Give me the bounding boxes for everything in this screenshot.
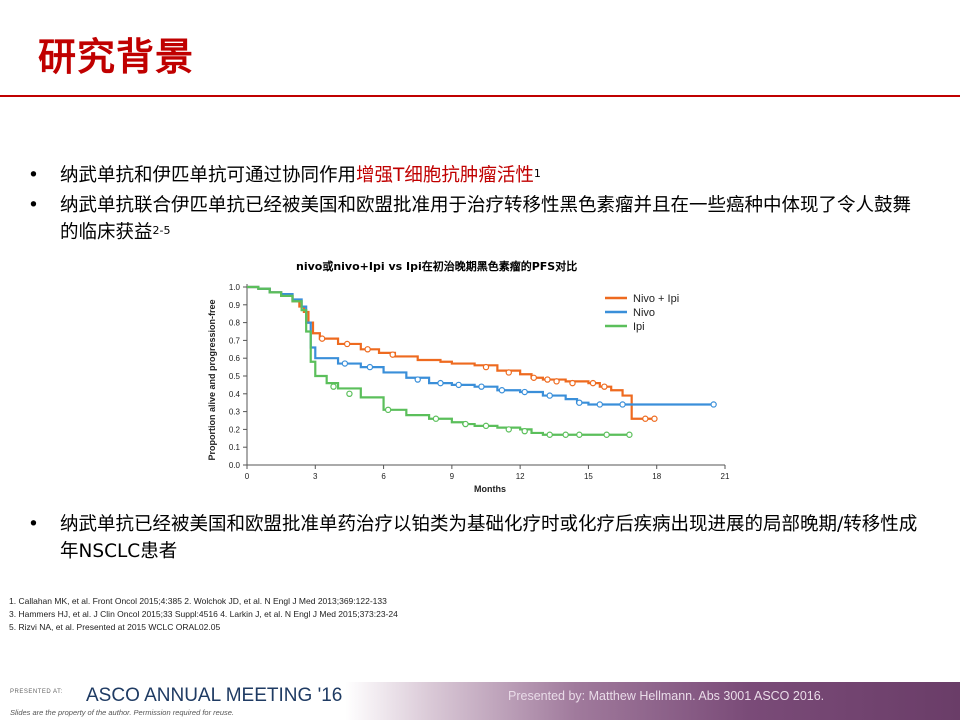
censor-mark	[619, 401, 626, 408]
chart-title: nivo或nivo+Ipi vs Ipi在初治晚期黑色素瘤的PFS对比	[296, 260, 578, 273]
censor-mark	[505, 369, 512, 376]
y-tick-label: 0.0	[229, 461, 241, 470]
censor-mark	[521, 388, 528, 396]
footer-banner: PRESENTED AT: ASCO ANNUAL MEETING '16 Sl…	[0, 682, 960, 720]
censor-mark	[482, 363, 490, 371]
censor-mark	[478, 383, 485, 390]
censor-mark	[437, 379, 444, 387]
y-tick-label: 0.8	[229, 319, 241, 328]
censor-mark	[498, 387, 506, 394]
asco-meeting-logo: ASCO ANNUAL MEETING '16	[86, 685, 343, 706]
bullet-2-citation: 2-5	[152, 224, 171, 237]
references: 1. Callahan MK, et al. Front Oncol 2015;…	[9, 595, 398, 634]
y-tick-label: 0.1	[229, 443, 241, 452]
legend-label: Nivo	[633, 307, 655, 319]
censor-mark	[330, 383, 337, 390]
y-tick-label: 1.0	[229, 283, 241, 292]
x-tick-label: 21	[721, 472, 730, 481]
censor-mark	[318, 335, 326, 342]
censor-mark	[521, 427, 528, 435]
censor-mark	[576, 399, 583, 406]
x-tick-label: 6	[381, 472, 386, 481]
series-line-2	[247, 285, 630, 436]
censor-mark	[462, 420, 469, 428]
x-axis-label: Months	[474, 484, 506, 494]
censor-mark	[603, 431, 610, 438]
y-tick-label: 0.6	[229, 354, 241, 363]
x-tick-label: 12	[516, 472, 525, 481]
censor-mark	[414, 376, 421, 383]
bullet-1-citation: 1	[533, 167, 541, 180]
reference-line: 5. Rizvi NA, et al. Presented at 2015 WC…	[9, 622, 221, 632]
title-divider	[0, 95, 960, 97]
censor-mark	[455, 381, 462, 389]
censor-mark	[569, 379, 576, 387]
reference-line: 1. Callahan MK, et al. Front Oncol 2015;…	[9, 596, 387, 606]
censor-mark	[343, 340, 351, 348]
censor-mark	[589, 379, 597, 387]
bullet-dot: •	[28, 195, 39, 216]
censor-mark	[364, 346, 371, 353]
bullet-dot: •	[28, 165, 39, 186]
bullet-1-text: 纳武单抗和伊匹单抗可通过协同作用	[60, 165, 357, 186]
censor-mark	[710, 401, 717, 408]
series-line-0	[247, 285, 655, 420]
censor-mark	[384, 406, 392, 414]
y-tick-label: 0.4	[229, 390, 241, 399]
censor-mark	[432, 415, 440, 422]
censor-mark	[596, 401, 604, 408]
y-tick-label: 0.5	[229, 372, 241, 381]
censor-mark	[389, 351, 396, 358]
censor-mark	[546, 392, 553, 399]
chart-legend: Nivo + Ipi Nivo Ipi	[605, 293, 679, 333]
y-tick-label: 0.7	[229, 336, 241, 345]
chart-axes: 0.0 0.1 0.2 0.3 0.4 0.5 0.6 0.7 0.8 0.9 1.0 0 3 6 9 12 1…	[229, 283, 730, 481]
censor-mark	[530, 374, 537, 381]
censor-mark	[562, 431, 569, 438]
censor-mark	[576, 431, 583, 438]
y-axis-label: Proportion alive and progression-free	[207, 299, 217, 460]
bullet-2-text: 纳武单抗联合伊匹单抗已经被美国和欧盟批准用于治疗转移性黑色素瘤并且在一些癌种中体…	[60, 195, 912, 243]
censor-mark	[626, 431, 633, 438]
censor-mark	[366, 363, 374, 371]
censor-mark	[482, 422, 490, 430]
censor-mark	[642, 415, 649, 422]
censor-mark	[346, 390, 353, 398]
y-tick-label: 0.3	[229, 408, 241, 417]
footer-presenter: Presented by: Matthew Hellmann. Abs 3001…	[508, 689, 825, 703]
x-tick-label: 0	[245, 472, 250, 481]
chart-series	[247, 285, 717, 438]
censor-mark	[601, 383, 608, 390]
bullet-1-highlight: 增强T细胞抗肿瘤活性	[356, 165, 534, 186]
slide-title: 研究背景	[38, 35, 195, 79]
y-tick-label: 0.9	[229, 301, 241, 310]
bullet-3-text: 纳武单抗已经被美国和欧盟批准单药治疗以铂类为基础化疗时或化疗后疾病出现进展的局部…	[60, 514, 918, 562]
pfs-chart: 0.0 0.1 0.2 0.3 0.4 0.5 0.6 0.7 0.8 0.9 1.0 0 3 6 9 12 1…	[207, 283, 730, 494]
x-tick-label: 9	[450, 472, 455, 481]
censor-mark	[544, 376, 551, 383]
censor-mark	[505, 426, 512, 433]
x-tick-label: 3	[313, 472, 318, 481]
bullet-item-3: • 纳武单抗已经被美国和欧盟批准单药治疗以铂类为基础化疗时或化疗后疾病出现进展的…	[28, 511, 928, 568]
footer-presented-at: PRESENTED AT:	[10, 689, 63, 695]
censor-mark	[553, 378, 560, 385]
reference-line: 3. Hammers HJ, et al. J Clin Oncol 2015;…	[9, 609, 398, 619]
censor-mark	[651, 415, 658, 422]
bullet-list: • 纳武单抗和伊匹单抗可通过协同作用增强T细胞抗肿瘤活性1 • 纳武单抗联合伊匹…	[28, 162, 928, 249]
legend-label: Ipi	[633, 321, 645, 333]
bullet-item-1: • 纳武单抗和伊匹单抗可通过协同作用增强T细胞抗肿瘤活性1	[28, 162, 928, 189]
x-tick-label: 18	[652, 472, 661, 481]
y-tick-label: 0.2	[229, 425, 241, 434]
bullet-item-2: • 纳武单抗联合伊匹单抗已经被美国和欧盟批准用于治疗转移性黑色素瘤并且在一些癌种…	[28, 192, 928, 246]
legend-label: Nivo + Ipi	[633, 293, 679, 305]
censor-mark	[341, 360, 349, 367]
bullet-dot: •	[28, 514, 39, 535]
footer-permission-note: Slides are the property of the author. P…	[10, 708, 235, 717]
censor-mark	[546, 431, 553, 438]
x-tick-label: 15	[584, 472, 593, 481]
